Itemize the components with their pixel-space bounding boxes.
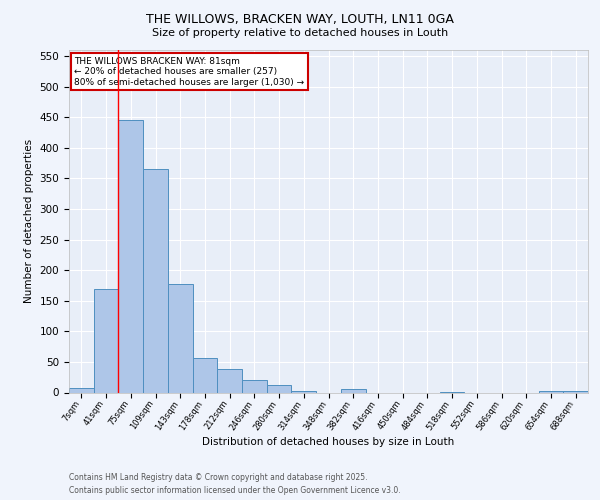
Text: THE WILLOWS, BRACKEN WAY, LOUTH, LN11 0GA: THE WILLOWS, BRACKEN WAY, LOUTH, LN11 0G… — [146, 12, 454, 26]
Text: Contains HM Land Registry data © Crown copyright and database right 2025.: Contains HM Land Registry data © Crown c… — [69, 472, 367, 482]
Bar — [168, 284, 193, 393]
Bar — [267, 384, 292, 392]
X-axis label: Distribution of detached houses by size in Louth: Distribution of detached houses by size … — [202, 438, 455, 448]
Bar — [292, 390, 316, 392]
Bar — [242, 380, 267, 392]
Bar — [193, 358, 217, 392]
Bar — [563, 390, 588, 392]
Text: Contains public sector information licensed under the Open Government Licence v3: Contains public sector information licen… — [69, 486, 401, 495]
Bar — [341, 390, 365, 392]
Bar — [143, 170, 168, 392]
Text: THE WILLOWS BRACKEN WAY: 81sqm
← 20% of detached houses are smaller (257)
80% of: THE WILLOWS BRACKEN WAY: 81sqm ← 20% of … — [74, 57, 304, 86]
Text: Size of property relative to detached houses in Louth: Size of property relative to detached ho… — [152, 28, 448, 38]
Bar — [118, 120, 143, 392]
Bar — [217, 368, 242, 392]
Y-axis label: Number of detached properties: Number of detached properties — [24, 139, 34, 304]
Bar — [94, 288, 118, 393]
Bar — [69, 388, 94, 392]
